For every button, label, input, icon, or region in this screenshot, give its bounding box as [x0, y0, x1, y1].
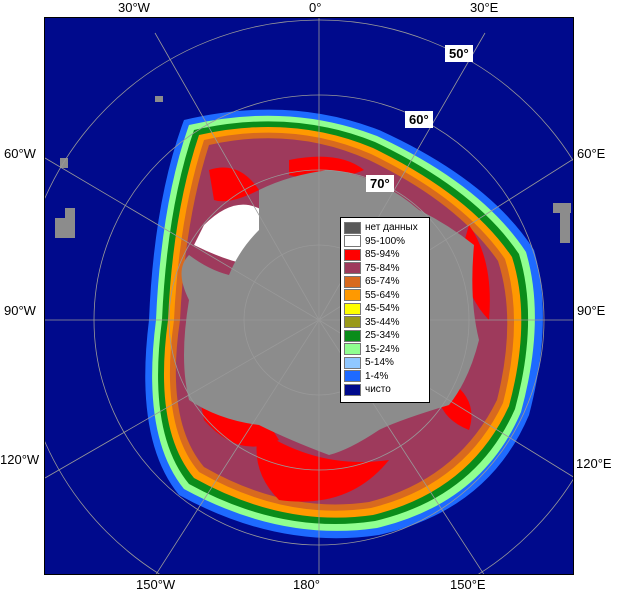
longitude-label-90w-left: 90°W — [4, 303, 36, 318]
legend-item-25-34: 25-34% — [344, 329, 429, 343]
legend-item-5-14: 5-14% — [344, 356, 429, 370]
legend-swatch — [344, 316, 361, 329]
legend-item-95-100: 95-100% — [344, 235, 429, 249]
legend: нет данных 95-100% 85-94% 75-84% 65-74% … — [340, 217, 430, 403]
latitude-label-70: 70° — [366, 175, 394, 192]
legend-swatch — [344, 329, 361, 342]
legend-label: 85-94% — [365, 249, 400, 261]
longitude-label-0-top: 0° — [309, 0, 322, 15]
legend-item-1-4: 1-4% — [344, 370, 429, 384]
latitude-label-50: 50° — [445, 45, 473, 62]
legend-item-open-water: чисто — [344, 383, 429, 397]
longitude-label-150e-bottom: 150°E — [450, 577, 486, 592]
legend-swatch — [344, 235, 361, 248]
longitude-label-90e-right: 90°E — [577, 303, 606, 318]
outer-no-data-specks — [55, 96, 571, 243]
longitude-label-30w-top: 30°W — [118, 0, 150, 15]
legend-swatch — [344, 262, 361, 275]
longitude-label-120w-left: 120°W — [0, 452, 40, 467]
legend-item-65-74: 65-74% — [344, 275, 429, 289]
legend-item-15-24: 15-24% — [344, 343, 429, 357]
legend-label: 55-64% — [365, 289, 400, 301]
legend-swatch — [344, 370, 361, 383]
longitude-label-180-bottom: 180° — [293, 577, 320, 592]
legend-label: 5-14% — [365, 357, 394, 369]
legend-swatch — [344, 343, 361, 356]
legend-swatch — [344, 383, 361, 396]
longitude-label-120e-right: 120°E — [576, 456, 612, 471]
legend-label: 25-34% — [365, 330, 400, 342]
legend-label: чисто — [365, 384, 391, 396]
legend-item-75-84: 75-84% — [344, 262, 429, 276]
legend-item-85-94: 85-94% — [344, 248, 429, 262]
longitude-label-60w-left: 60°W — [4, 146, 36, 161]
legend-item-45-54: 45-54% — [344, 302, 429, 316]
legend-label: 35-44% — [365, 316, 400, 328]
longitude-label-30e-top: 30°E — [470, 0, 499, 15]
map-canvas — [45, 18, 573, 574]
longitude-label-60e-right: 60°E — [577, 146, 606, 161]
legend-item-no-data: нет данных — [344, 221, 429, 235]
legend-swatch — [344, 248, 361, 261]
legend-label: 45-54% — [365, 303, 400, 315]
legend-swatch — [344, 275, 361, 288]
legend-swatch — [344, 356, 361, 369]
legend-swatch — [344, 221, 361, 234]
legend-label: 95-100% — [365, 235, 406, 247]
legend-label: 15-24% — [365, 343, 400, 355]
legend-label: 65-74% — [365, 276, 400, 288]
legend-label: нет данных — [365, 222, 418, 234]
longitude-label-150w-bottom: 150°W — [136, 577, 176, 592]
legend-swatch — [344, 302, 361, 315]
latitude-label-60: 60° — [405, 111, 433, 128]
sea-ice-map: 50° 60° 70° нет данных 95-100% 85-94% 75… — [44, 17, 574, 575]
legend-label: 1-4% — [365, 370, 389, 382]
legend-swatch — [344, 289, 361, 302]
legend-item-35-44: 35-44% — [344, 316, 429, 330]
legend-label: 75-84% — [365, 262, 400, 274]
legend-item-55-64: 55-64% — [344, 289, 429, 303]
